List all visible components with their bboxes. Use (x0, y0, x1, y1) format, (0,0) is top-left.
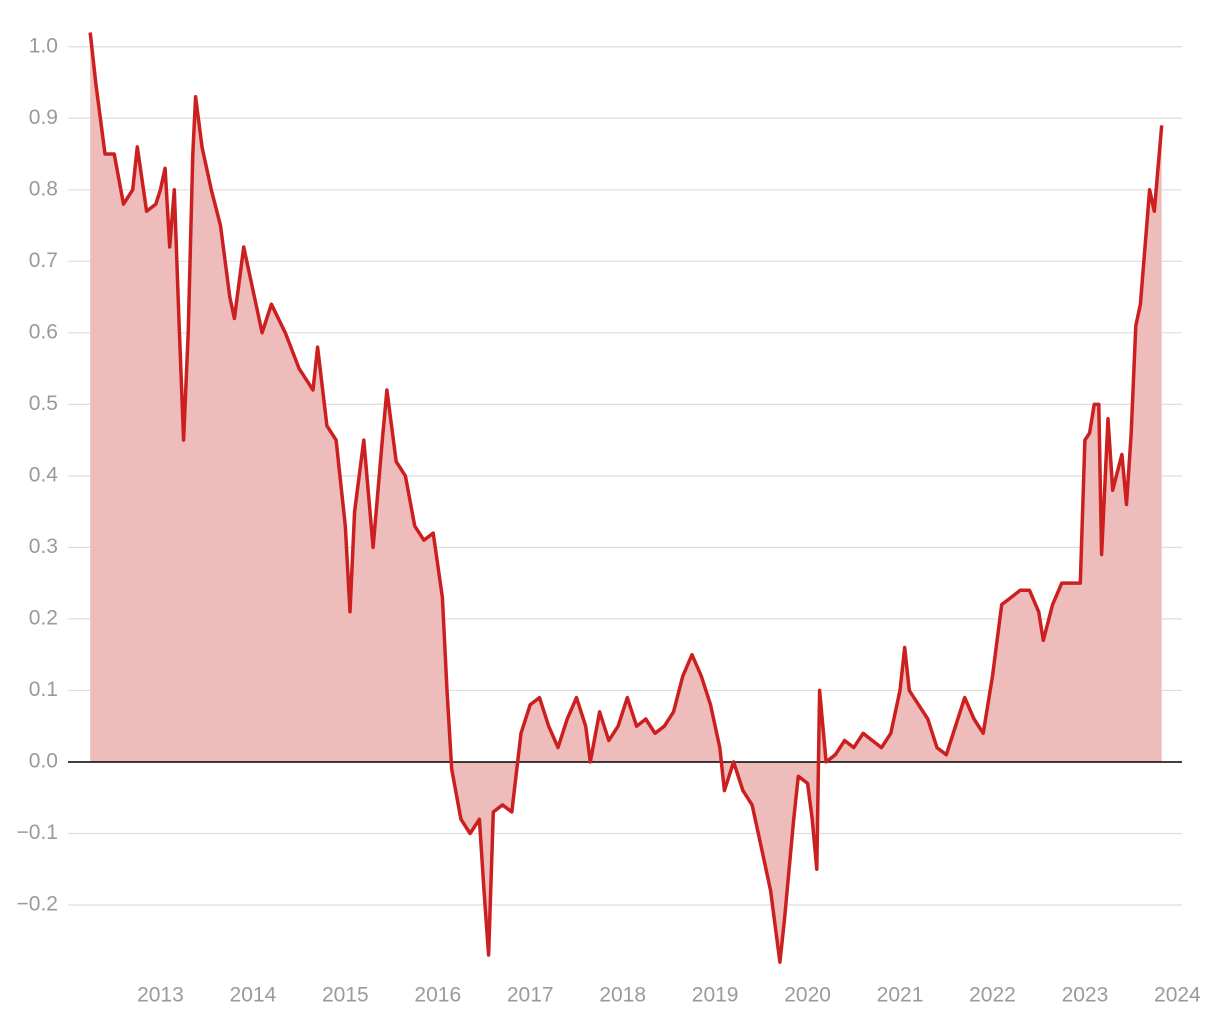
y-tick-label: 0.3 (29, 535, 58, 558)
x-tick-label: 2018 (599, 984, 646, 1007)
x-tick-label: 2020 (784, 984, 831, 1007)
x-tick-label: 2024 (1154, 984, 1201, 1007)
y-tick-label: 0.2 (29, 606, 58, 629)
y-tick-label: 0.9 (29, 106, 58, 129)
y-tick-label: 0.8 (29, 177, 58, 200)
y-tick-label: 0.5 (29, 392, 58, 415)
y-tick-label: 1.0 (29, 34, 58, 57)
y-tick-label: −0.2 (17, 893, 58, 916)
x-tick-label: 2016 (414, 984, 461, 1007)
x-tick-label: 2022 (969, 984, 1016, 1007)
y-tick-label: 0.1 (29, 678, 58, 701)
y-tick-label: 0.0 (29, 749, 58, 772)
area (90, 32, 1162, 963)
y-tick-label: 0.7 (29, 249, 58, 272)
x-tick-label: 2015 (322, 984, 369, 1007)
x-tick-label: 2023 (1062, 984, 1109, 1007)
x-tick-label: 2017 (507, 984, 554, 1007)
x-tick-label: 2013 (137, 984, 184, 1007)
x-tick-label: 2014 (230, 984, 277, 1007)
x-tick-label: 2019 (692, 984, 739, 1007)
y-tick-label: 0.4 (29, 463, 59, 486)
y-tick-label: −0.1 (17, 821, 58, 844)
line (88, 32, 1164, 964)
x-tick-label: 2021 (877, 984, 924, 1007)
y-tick-label: 0.6 (29, 320, 58, 343)
